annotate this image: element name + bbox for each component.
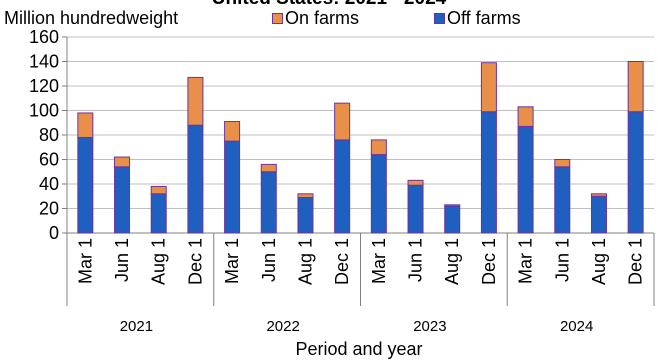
y-tick-label: 40 [39,174,59,194]
x-tick-label: Aug 1 [442,238,462,285]
y-tick-label: 160 [29,27,59,47]
bar-off-farms [297,196,314,234]
group-label: 2022 [266,318,299,335]
x-axis-label: Period and year [295,339,423,359]
y-tick-label: 60 [39,150,59,170]
bar-on-farms [370,139,387,156]
bar-off-farms [407,184,424,234]
x-tick-label: Dec 1 [626,238,646,285]
x-tick-label: Jun 1 [552,238,572,282]
legend-label-on-farms: On farms [285,8,360,28]
chart-title: United States: 2021 - 2024 [0,0,658,10]
y-tick-label: 120 [29,76,59,96]
bar-on-farms [297,193,314,198]
y-tick-label: 0 [49,223,59,243]
legend-label-off-farms: Off farms [447,8,521,28]
bar-off-farms [590,195,607,234]
group-label: 2024 [560,318,593,335]
x-tick-label: Dec 1 [479,238,499,285]
y-tick-label: 140 [29,52,59,72]
x-tick-label: Mar 1 [222,238,242,284]
bar-off-farms [517,125,534,234]
x-tick-label: Jun 1 [259,238,279,282]
legend-swatch-on-farms [272,12,283,24]
x-tick-label: Mar 1 [516,238,536,284]
bar-on-farms [554,159,571,168]
bar-off-farms [334,139,351,234]
bar-off-farms [187,124,204,234]
bar-off-farms [114,166,131,234]
x-tick-label: Dec 1 [185,238,205,285]
y-tick-label: 100 [29,101,59,121]
bar-on-farms [407,179,424,186]
bar-on-farms [590,193,607,197]
bar-off-farms [444,205,461,234]
legend-swatch-off-farms [434,12,445,24]
x-tick-label: Aug 1 [589,238,609,285]
x-tick-label: Aug 1 [149,238,169,285]
x-tick-label: Aug 1 [295,238,315,285]
bar-off-farms [480,111,497,234]
bar-on-farms [150,185,167,195]
x-tick-label: Jun 1 [406,238,426,282]
y-axis-label: Million hundredweight [4,8,179,28]
x-tick-label: Jun 1 [112,238,132,282]
bar-off-farms [370,154,387,234]
y-tick-label: 20 [39,199,59,219]
x-tick-label: Mar 1 [75,238,95,284]
group-label: 2023 [413,318,446,335]
bar-on-farms [627,61,644,113]
legend-item-off-farms: Off farms [434,8,521,28]
bar-on-farms [480,62,497,113]
bar-off-farms [150,193,167,234]
bar-off-farms [554,166,571,234]
bar-on-farms [77,112,94,138]
x-tick-label: Mar 1 [369,238,389,284]
y-tick-label: 80 [39,125,59,145]
bar-on-farms [444,204,461,207]
bar-on-farms [114,156,131,168]
bar-on-farms [260,163,277,173]
legend-item-on-farms: On farms [272,8,359,28]
bar-on-farms [224,121,241,142]
bar-on-farms [334,102,351,141]
group-label: 2021 [120,318,153,335]
bar-off-farms [224,140,241,234]
x-tick-label: Dec 1 [332,238,352,285]
bar-on-farms [517,106,534,127]
bar-off-farms [77,136,94,234]
bar-on-farms [187,76,204,126]
bar-off-farms [627,111,644,234]
bar-off-farms [260,171,277,234]
